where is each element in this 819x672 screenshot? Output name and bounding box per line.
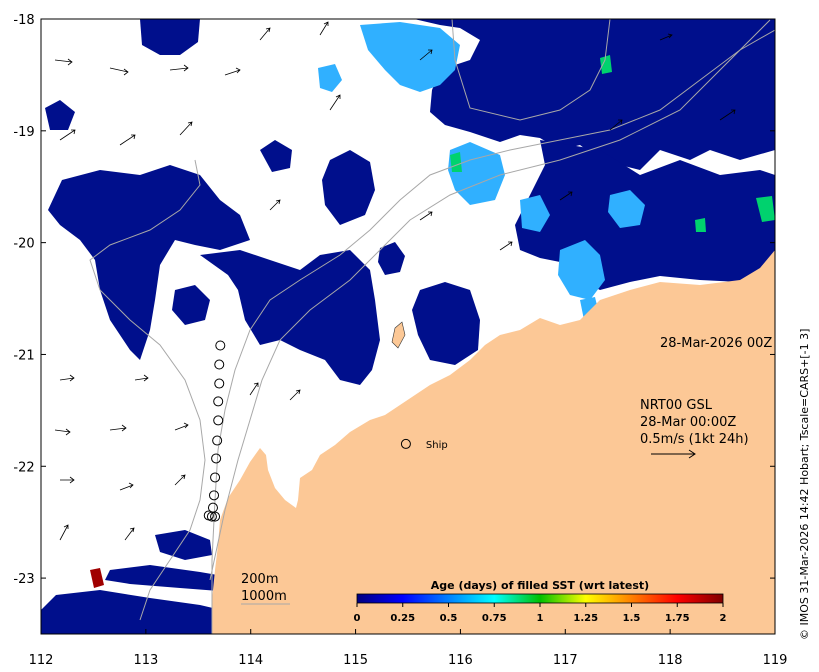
current-vectors (54, 21, 736, 541)
map-plot-area: Ship (41, 19, 775, 634)
track-point (206, 511, 217, 522)
colorbar-bar (356, 593, 724, 604)
x-tick-label: 116 (448, 653, 473, 668)
contour-label-1000m: 1000m (241, 589, 287, 604)
colorbar-tick-label: 0.5 (440, 613, 458, 624)
track-point (211, 453, 222, 464)
track-point (214, 359, 225, 370)
ship-label: Ship (426, 440, 448, 451)
track-point (213, 415, 224, 426)
colorbar-tick-label: 2 (720, 613, 727, 624)
track-point (213, 396, 224, 407)
x-tick-label: 117 (553, 653, 578, 668)
colorbar-ticks: 0 0.25 0.5 0.75 1 1.25 1.5 1.75 2 (354, 603, 727, 624)
vector-info-line-2: 28-Mar 00:00Z (640, 415, 736, 430)
colorbar-title: Age (days) of filled SST (wrt latest) (431, 579, 649, 592)
colorbar-tick-label: 0.25 (390, 613, 415, 624)
sst-patches-oldest (450, 55, 775, 232)
track-point (214, 378, 225, 389)
x-tick-label: 119 (763, 653, 788, 668)
x-tick-label: 115 (343, 653, 368, 668)
track-point (210, 472, 221, 483)
vector-info-line-3: 0.5m/s (1kt 24h) (640, 432, 749, 447)
colorbar-tick-label: 1.25 (573, 613, 598, 624)
sst-patches-older (318, 22, 645, 325)
date-label: 28-Mar-2026 00Z (660, 336, 772, 351)
island (391, 321, 406, 349)
track-point (212, 435, 223, 446)
y-tick-label: -21 (13, 348, 34, 363)
colorbar-tick-label: 0 (354, 613, 361, 624)
track-point (215, 340, 226, 351)
x-tick-label: 118 (658, 653, 683, 668)
y-tick-label: -23 (13, 572, 34, 587)
axis: 112 113 114 115 116 117 118 119 -18 -19 -20 -21 -22 -… (13, 13, 787, 668)
track-point (209, 490, 220, 501)
sst-patch-red (90, 568, 104, 588)
colorbar-tick-label: 1.75 (665, 613, 690, 624)
colorbar-tick-label: 0.75 (482, 613, 507, 624)
track-point (210, 511, 221, 522)
plot-frame (40, 18, 776, 635)
x-tick-label: 112 (29, 653, 54, 668)
y-tick-label: -19 (13, 125, 34, 140)
ship-marker (400, 438, 411, 449)
x-tick-label: 113 (133, 653, 158, 668)
y-tick-label: -20 (13, 237, 34, 252)
credit-text: © IMOS 31-Mar-2026 14:42 Hobart; Tscale=… (798, 329, 811, 640)
sst-patches-recent (41, 19, 775, 634)
glider-track (203, 340, 226, 522)
x-tick-label: 114 (238, 653, 263, 668)
contour-label-200m: 200m (241, 572, 278, 587)
colorbar-tick-label: 1 (537, 613, 544, 624)
colorbar-tick-label: 1.5 (623, 613, 641, 624)
y-tick-label: -22 (13, 460, 34, 475)
scale-arrow (651, 449, 696, 459)
land-mass (212, 250, 775, 634)
vector-info-line-1: NRT00 GSL (640, 398, 713, 413)
bathymetry-contours (89, 19, 775, 634)
y-tick-label: -18 (13, 13, 34, 28)
